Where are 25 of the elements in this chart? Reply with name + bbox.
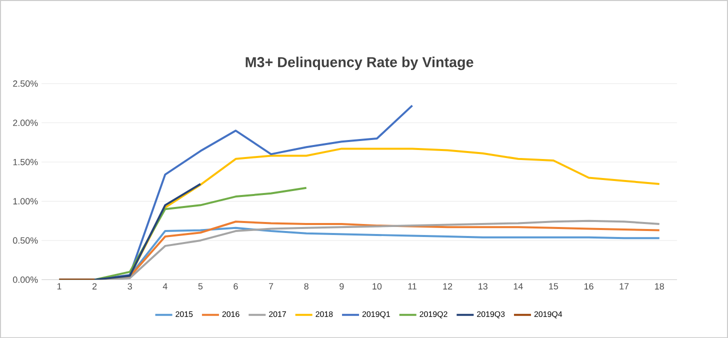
x-tick-label: 17 (620, 283, 629, 290)
y-tick-label: 0.50% (13, 237, 38, 244)
x-tick-label: 2 (92, 283, 97, 290)
x-tick-label: 11 (408, 283, 416, 290)
x-tick-label: 13 (478, 283, 488, 290)
y-tick-label: 2.50% (13, 80, 38, 87)
x-tick-label: 8 (304, 283, 308, 290)
x-tick-label: 16 (584, 283, 594, 290)
x-tick-label: 15 (549, 283, 558, 290)
x-tick-label: 1 (57, 283, 62, 290)
x-tick-label: 6 (234, 283, 238, 290)
x-tick-label: 5 (198, 283, 203, 290)
x-tick-label: 7 (269, 283, 274, 290)
x-tick-label: 10 (372, 283, 382, 290)
y-tick-label: 1.00% (13, 198, 38, 204)
y-tick-label: 0.00% (13, 276, 38, 283)
x-tick-label: 3 (128, 283, 132, 290)
x-tick-label: 18 (655, 283, 664, 290)
x-tick-label: 4 (162, 283, 168, 290)
y-tick-label: 1.50% (13, 158, 38, 166)
x-tick-label: 14 (514, 283, 523, 290)
x-tick-label: 9 (340, 283, 344, 290)
chart-title: M3+ Delinquency Rate by Vintage (246, 56, 474, 70)
y-tick-label: 2.00% (13, 119, 38, 126)
x-tick-label: 12 (443, 283, 452, 290)
